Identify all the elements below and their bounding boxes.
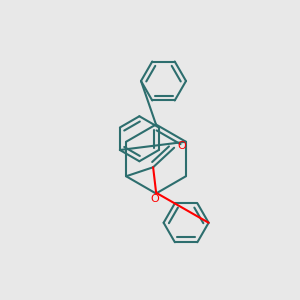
Text: O: O [150, 194, 159, 204]
Text: O: O [177, 141, 186, 151]
